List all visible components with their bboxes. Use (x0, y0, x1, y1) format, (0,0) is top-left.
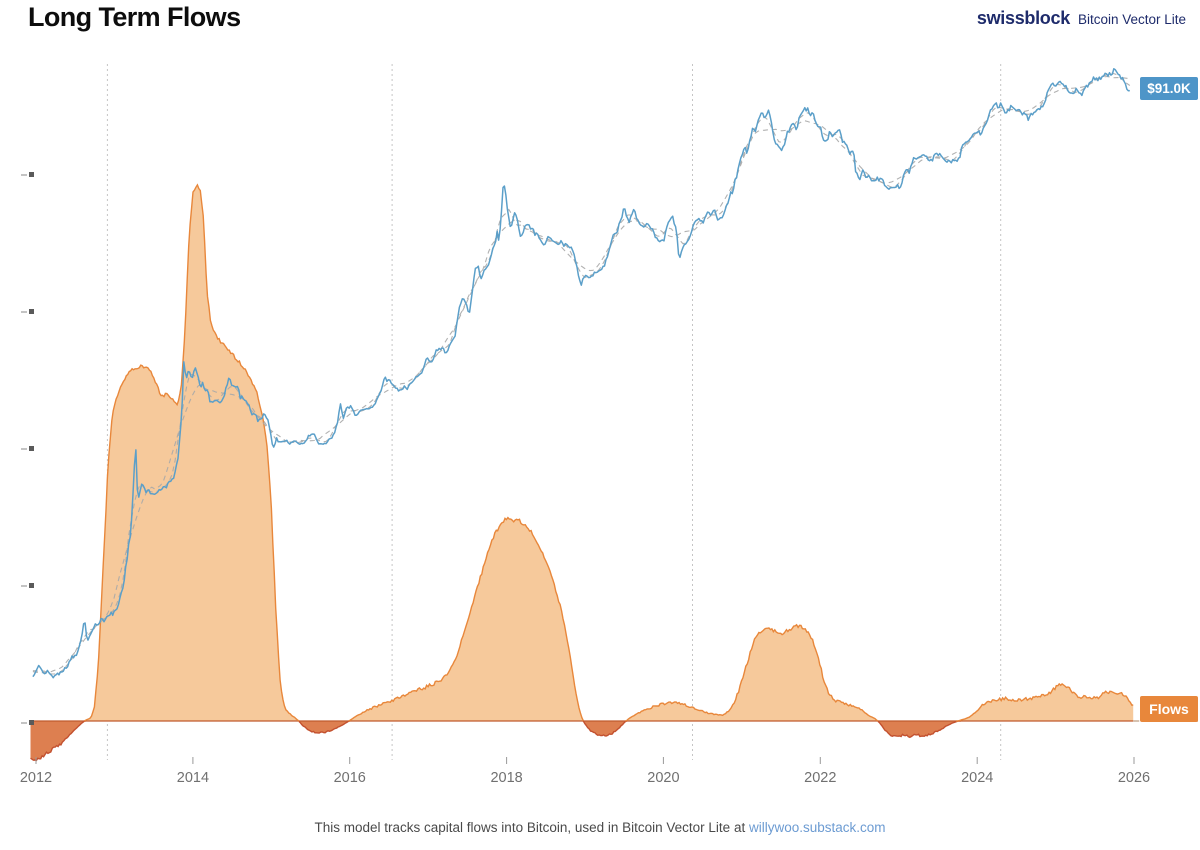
price-ma-slow (32, 75, 1130, 674)
price-label: $91.0K (1140, 77, 1198, 100)
x-axis-label-2024: 2024 (961, 770, 993, 786)
x-axis-label-2016: 2016 (334, 770, 366, 786)
y-axis-tick-square (29, 583, 34, 588)
x-axis-label-2026: 2026 (1118, 770, 1150, 786)
flows-area-positive (30, 184, 1134, 721)
x-axis-label-2014: 2014 (177, 770, 209, 786)
caption: This model tracks capital flows into Bit… (0, 820, 1200, 835)
page-title: Long Term Flows (28, 2, 241, 32)
x-axis-label-2018: 2018 (490, 770, 522, 786)
y-axis-tick-square (29, 446, 34, 451)
flows-line-positive (83, 183, 1134, 722)
x-axis-label-2020: 2020 (647, 770, 679, 786)
brand-product-label: Bitcoin Vector Lite (1077, 12, 1186, 27)
caption-link[interactable]: willywoo.substack.com (748, 820, 886, 835)
brand: swissblock Bitcoin Vector Lite (977, 8, 1186, 29)
price-line (32, 68, 1130, 679)
y-axis-tick-square (29, 720, 34, 725)
flows-label: Flows (1140, 696, 1198, 722)
x-axis-label-2022: 2022 (804, 770, 836, 786)
brand-logo: swissblock (976, 8, 1070, 28)
y-axis-tick-square (29, 172, 34, 177)
flows-area-negative (30, 721, 1134, 761)
flows-line-negative (30, 720, 961, 762)
x-axis-label-2012: 2012 (20, 770, 52, 786)
y-axis-tick-square (29, 309, 34, 314)
caption-text: This model tracks capital flows into Bit… (314, 820, 749, 835)
